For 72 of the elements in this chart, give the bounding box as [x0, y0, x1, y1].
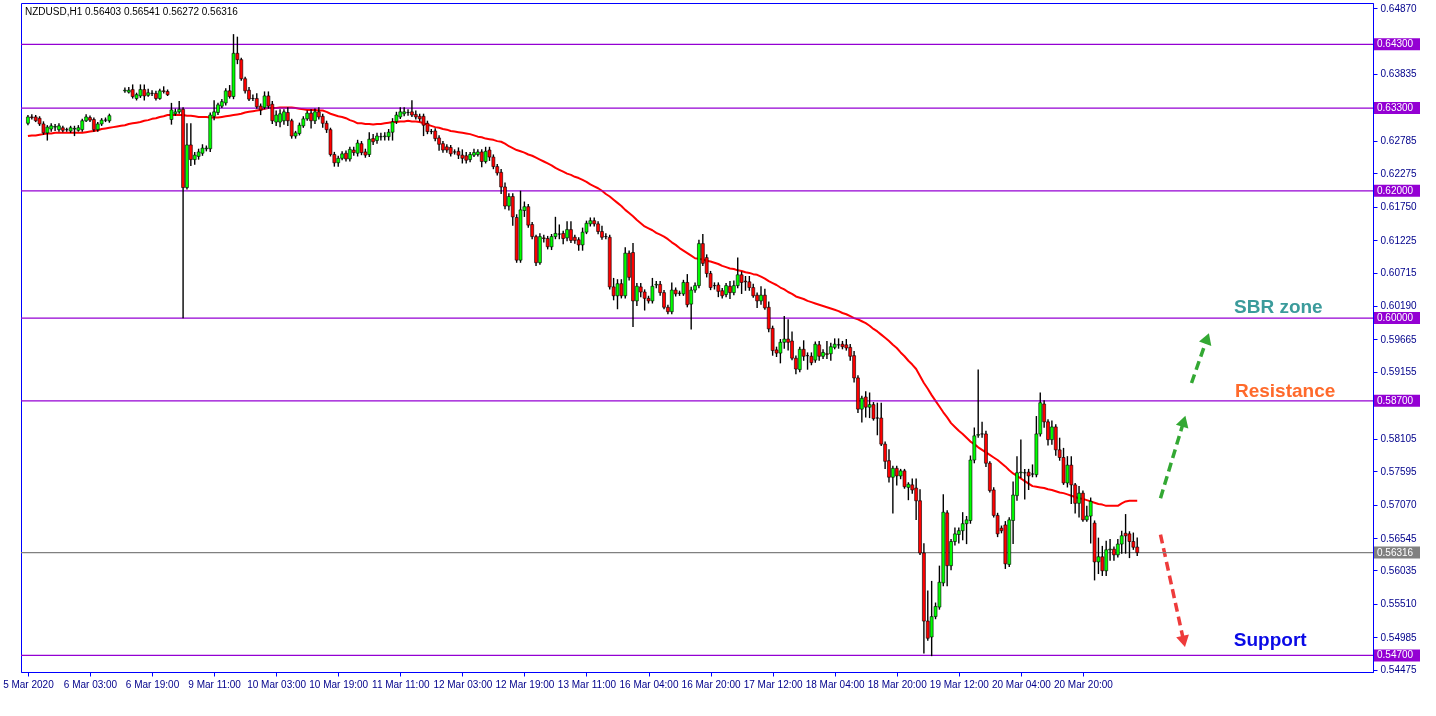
- ref-line-label: 0.64300: [1377, 38, 1414, 50]
- x-tick-label: 19 Mar 12:00: [929, 678, 990, 690]
- candlestick: [825, 340, 829, 359]
- y-tick-label: 0.61750: [1380, 201, 1418, 213]
- y-tick-label: 0.60715: [1380, 267, 1418, 279]
- candlestick: [410, 100, 414, 117]
- y-tick-label: 0.62275: [1380, 167, 1418, 179]
- ref-line-label: 0.56316: [1377, 546, 1414, 558]
- x-tick-label: 6 Mar 19:00: [125, 678, 180, 690]
- candlestick: [739, 271, 744, 294]
- candlestick: [1123, 514, 1128, 554]
- candlestick: [894, 465, 899, 486]
- y-tick-label: 0.63835: [1380, 68, 1418, 80]
- x-tick-label: 20 Mar 04:00: [991, 678, 1052, 690]
- x-tick-label: 5 Mar 2020: [3, 678, 55, 690]
- ref-line-label: 0.58700: [1377, 394, 1414, 406]
- y-tick-label: 0.62785: [1380, 135, 1418, 147]
- candlestick: [1077, 486, 1081, 518]
- y-tick-label: 0.54475: [1380, 664, 1418, 676]
- candlestick: [759, 286, 763, 305]
- candlestick: [615, 279, 620, 310]
- candlestick: [53, 123, 57, 132]
- annotation: SBR zone: [1234, 295, 1323, 317]
- candlestick: [817, 340, 821, 361]
- candlestick: [123, 87, 127, 93]
- x-tick-label: 9 Mar 11:00: [188, 678, 242, 690]
- candlestick: [960, 512, 965, 541]
- y-tick-label: 0.60190: [1380, 300, 1418, 312]
- x-tick-label: 17 Mar 12:00: [743, 678, 804, 690]
- x-tick-label: 10 Mar 19:00: [309, 678, 369, 690]
- x-tick-label: 6 Mar 03:00: [63, 678, 118, 690]
- y-tick-label: 0.57070: [1380, 499, 1418, 511]
- annotation: Support: [1233, 628, 1308, 650]
- y-tick-label: 0.56545: [1380, 532, 1418, 544]
- candlestick: [402, 107, 406, 117]
- candlestick: [565, 221, 569, 242]
- x-tick-label: 16 Mar 20:00: [681, 678, 741, 690]
- candlestick: [569, 221, 573, 244]
- y-tick-label: 0.58105: [1380, 433, 1418, 445]
- x-tick-label: 20 Mar 20:00: [1053, 678, 1114, 690]
- candlestick: [367, 132, 372, 158]
- candlestick: [1104, 540, 1108, 576]
- ref-line-label: 0.54700: [1377, 649, 1414, 661]
- annotation: Resistance: [1234, 380, 1336, 402]
- ref-line-label: 0.63300: [1377, 102, 1414, 114]
- y-tick-label: 0.61225: [1380, 234, 1418, 246]
- x-tick-label: 13 Mar 11:00: [557, 678, 617, 690]
- x-tick-label: 18 Mar 04:00: [805, 678, 866, 690]
- candlestick: [689, 286, 693, 330]
- candlestick: [169, 102, 174, 125]
- candlestick: [813, 341, 818, 363]
- x-tick-label: 12 Mar 19:00: [495, 678, 555, 690]
- x-tick-label: 12 Mar 03:00: [433, 678, 493, 690]
- chart-title: NZDUSD,H1 0.56403 0.56541 0.56272 0.56316: [25, 6, 239, 17]
- x-tick-label: 18 Mar 20:00: [867, 678, 928, 690]
- y-tick-label: 0.59665: [1380, 333, 1418, 345]
- candlestick: [1065, 456, 1070, 488]
- y-tick-label: 0.57595: [1380, 465, 1418, 477]
- x-tick-label: 10 Mar 03:00: [247, 678, 307, 690]
- candlestick: [30, 114, 34, 120]
- ref-line-label: 0.60000: [1377, 312, 1414, 324]
- y-tick-label: 0.64870: [1380, 2, 1418, 14]
- candlestick: [929, 580, 934, 657]
- candlestick: [728, 281, 732, 300]
- ref-line-label: 0.62000: [1377, 184, 1414, 196]
- y-tick-label: 0.55510: [1380, 598, 1418, 610]
- x-tick-label: 11 Mar 11:00: [372, 678, 430, 690]
- candlestick: [867, 392, 872, 419]
- y-tick-label: 0.54985: [1380, 631, 1418, 643]
- y-tick-label: 0.59155: [1380, 366, 1418, 378]
- y-tick-label: 0.56035: [1380, 564, 1418, 576]
- x-tick-label: 16 Mar 04:00: [619, 678, 679, 690]
